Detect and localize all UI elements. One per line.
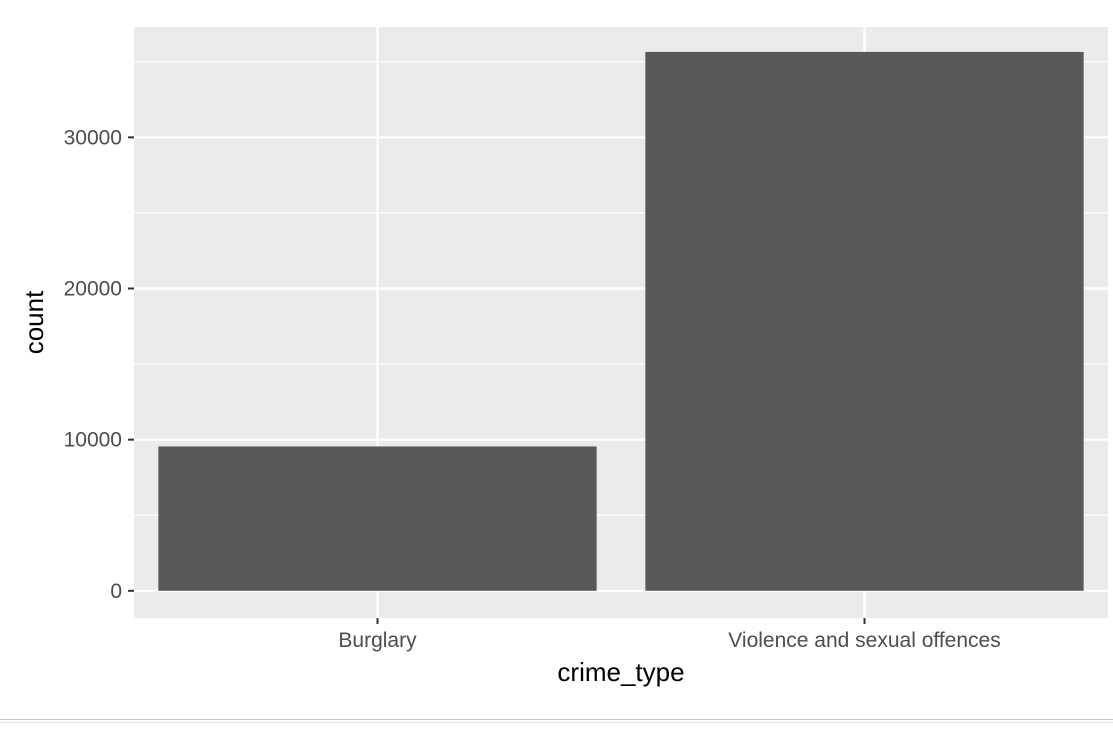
y-axis-title: count — [19, 290, 49, 354]
x-axis-title: crime_type — [557, 657, 684, 687]
x-tick-label: Burglary — [338, 629, 417, 652]
bars — [158, 51, 1084, 591]
window-divider-shadow — [0, 722, 1113, 723]
y-tick-label: 10000 — [64, 429, 122, 452]
x-tick-label: Violence and sexual offences — [728, 629, 1000, 652]
y-tick-label: 20000 — [64, 277, 122, 300]
y-tick-label: 0 — [110, 580, 122, 603]
axes: 0 10000 20000 30000 Burglary Violence and sex… — [64, 126, 1001, 652]
bar-1 — [158, 446, 597, 591]
window-divider — [0, 719, 1113, 720]
bar-2 — [645, 51, 1084, 591]
y-tick-label: 30000 — [64, 126, 122, 149]
